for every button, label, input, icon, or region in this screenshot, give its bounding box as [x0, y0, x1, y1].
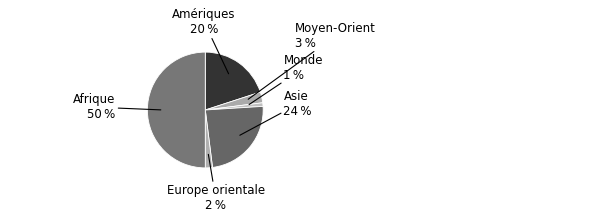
Wedge shape [205, 92, 263, 110]
Wedge shape [148, 52, 205, 168]
Wedge shape [205, 52, 261, 110]
Text: Amériques
20 %: Amériques 20 % [173, 8, 236, 74]
Wedge shape [205, 110, 212, 168]
Wedge shape [205, 106, 263, 167]
Text: Asie
24 %: Asie 24 % [240, 90, 312, 135]
Text: Monde
1 %: Monde 1 % [249, 54, 323, 104]
Text: Europe orientale
2 %: Europe orientale 2 % [167, 154, 265, 212]
Wedge shape [205, 103, 263, 110]
Text: Moyen-Orient
3 %: Moyen-Orient 3 % [248, 22, 376, 99]
Text: Afrique
50 %: Afrique 50 % [73, 93, 161, 121]
